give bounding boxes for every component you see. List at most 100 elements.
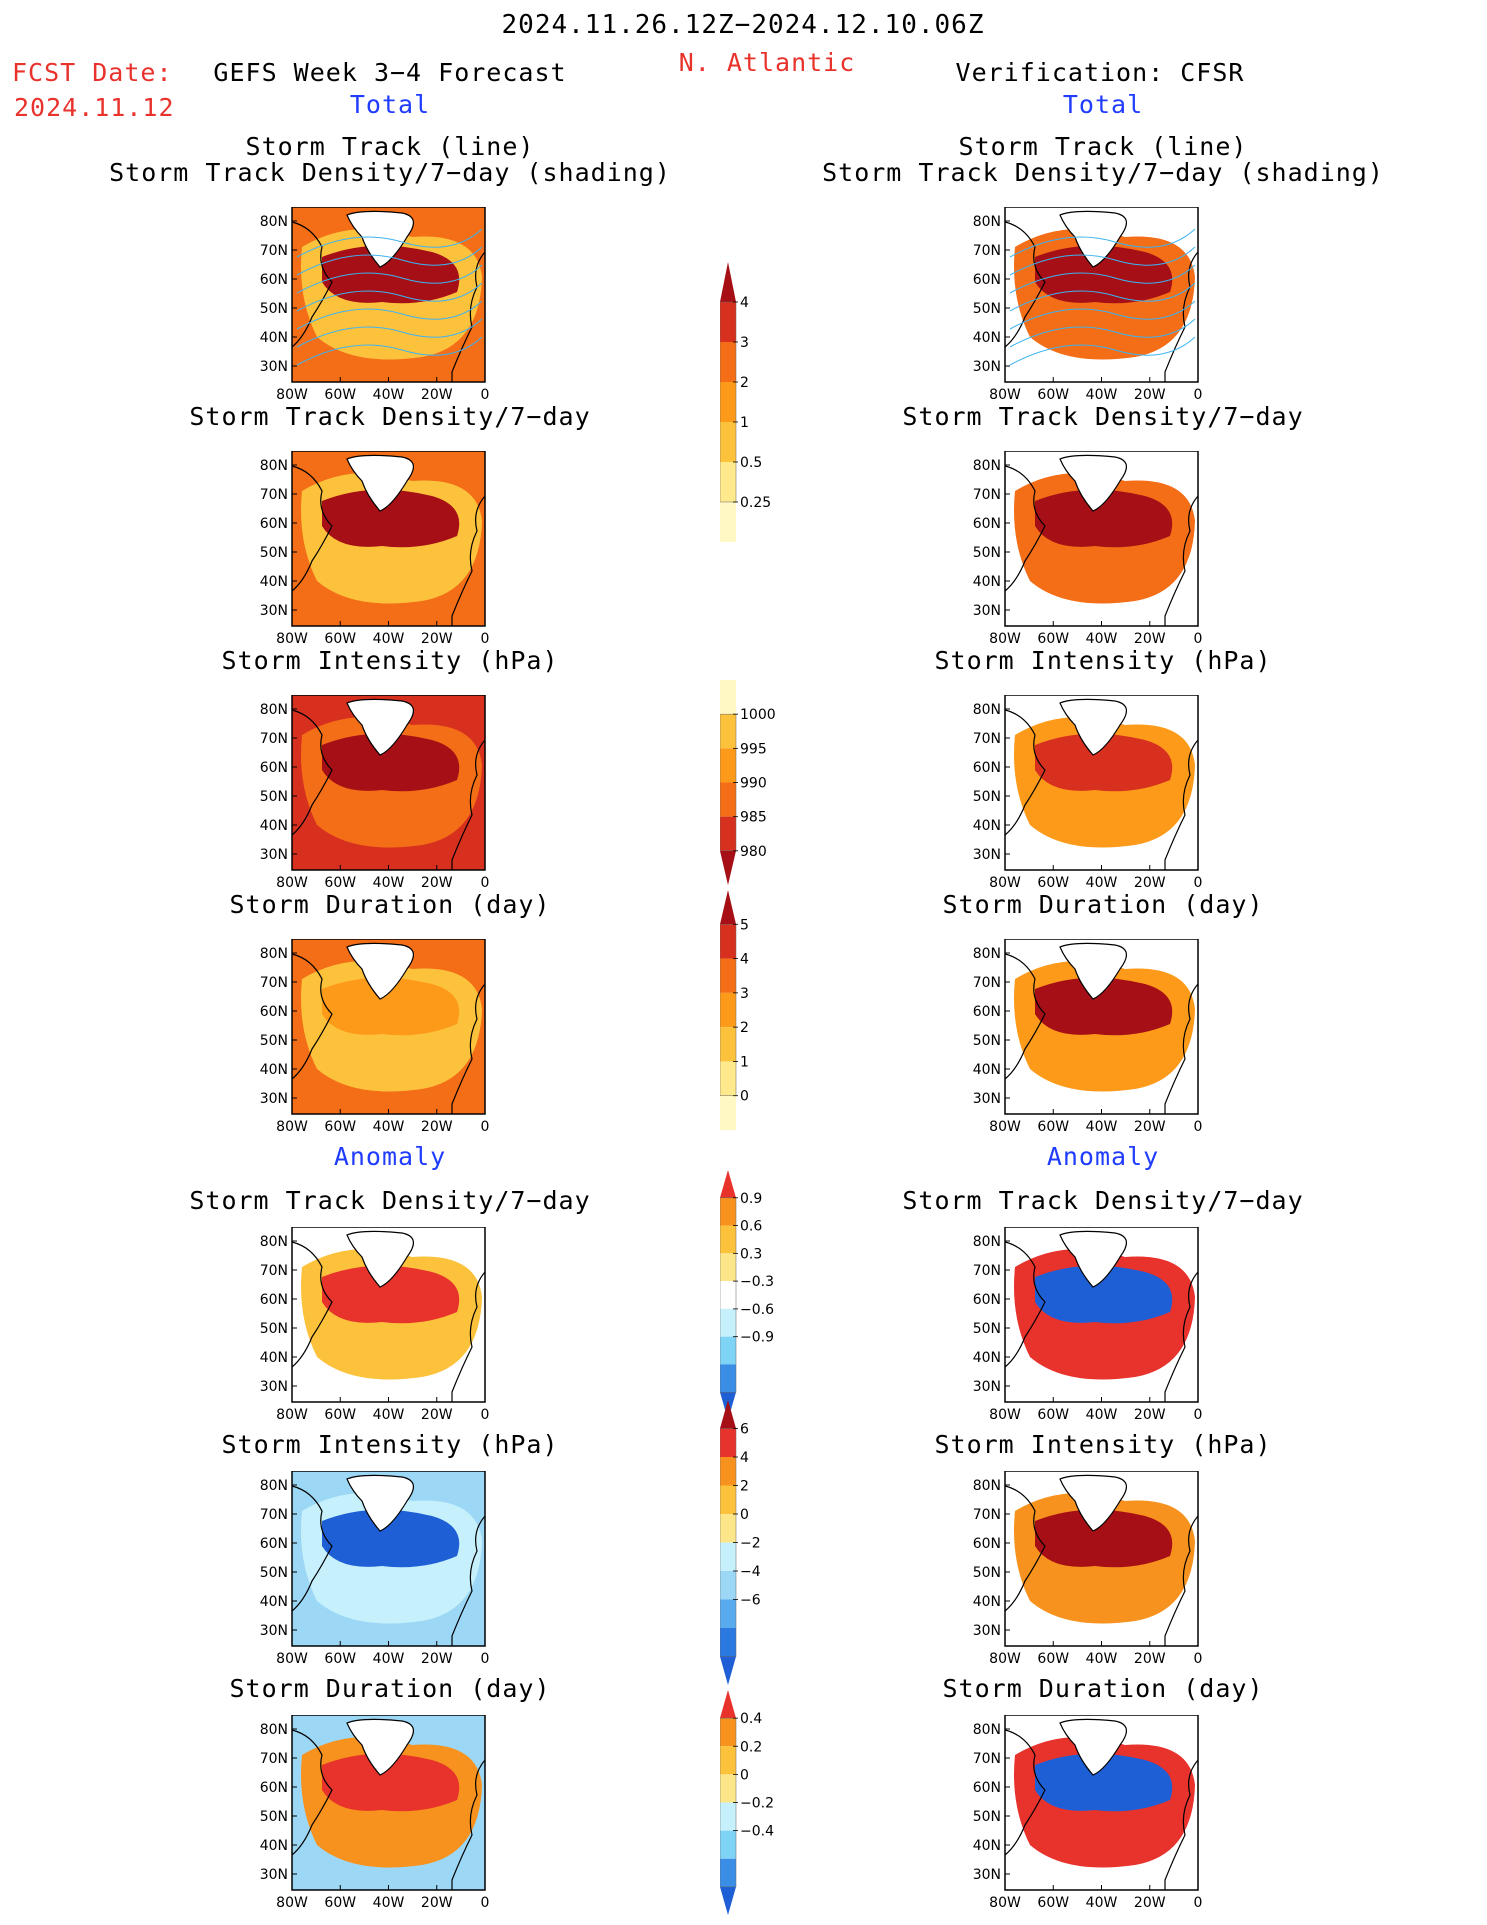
colorbar-label: 2 (740, 375, 749, 391)
colorbar-label: 1 (740, 415, 749, 431)
colorbar-swatch (720, 816, 736, 851)
europe-africa-coast (1164, 1759, 1199, 1890)
lat-tick-label: 30N (973, 1091, 1001, 1107)
colorbar-swatch (720, 1253, 736, 1282)
shading-inner (322, 489, 460, 548)
greenland-outline (346, 454, 414, 512)
shading-inner (1035, 977, 1173, 1036)
map-panel-left-2: 80N 70N 60N 50N 40N 30N 80W 60W 40W 20W 0 (250, 451, 503, 656)
storm-track-line (1009, 300, 1196, 330)
lon-tick-label: 40W (1086, 631, 1118, 647)
anom-density-title-left: Storm Track Density/7−day (189, 1186, 591, 1215)
lat-tick-label: 40N (973, 1350, 1001, 1366)
lat-tick-label: 50N (973, 545, 1001, 561)
map-panel-left-7: 80N 70N 60N 50N 40N 30N 80W 60W 40W 20W 0 (250, 1715, 503, 1920)
europe-africa-coast (451, 1515, 486, 1646)
lat-tick-label: 60N (973, 1004, 1001, 1020)
colorbar-density-anom: 0.9 0.6 0.3 −0.3 −0.6 −0.9 (719, 1170, 780, 1420)
colorbar-label: 3 (740, 335, 749, 351)
colorbar-swatch (720, 714, 736, 749)
map-svg: 80N 70N 60N 50N 40N 30N 80W 60W 40W 20W 0 (260, 451, 489, 647)
colorbar-label: −0.2 (740, 1796, 774, 1812)
lon-tick-label: 0 (1194, 875, 1203, 891)
colorbar-swatch (720, 1830, 736, 1859)
map-svg: 80N 70N 60N 50N 40N 30N 80W 60W 40W 20W 0 (973, 939, 1202, 1135)
lat-tick-label: 30N (260, 847, 288, 863)
fcst-date-value: 2024.11.12 (14, 93, 175, 122)
europe-africa-coast (1164, 1515, 1199, 1646)
lat-tick-label: 30N (260, 1091, 288, 1107)
map-svg: 80N 70N 60N 50N 40N 30N 80W 60W 40W 20W 0 (973, 1227, 1202, 1423)
storm-track-line-title-left: Storm Track (line) (245, 132, 535, 161)
lon-tick-label: 60W (324, 1407, 356, 1423)
lon-tick-label: 60W (1037, 1895, 1069, 1911)
colorbar-swatch (720, 262, 736, 302)
colorbar-label: 0.25 (740, 495, 771, 511)
lat-tick-label: 50N (260, 1565, 288, 1581)
lat-tick-label: 30N (260, 603, 288, 619)
lat-tick-label: 70N (260, 975, 288, 991)
lat-tick-label: 60N (973, 1780, 1001, 1796)
lon-tick-label: 80W (276, 875, 308, 891)
lat-tick-label: 70N (973, 1263, 1001, 1279)
colorbar-label: 3 (740, 986, 749, 1002)
lat-tick-label: 70N (260, 243, 288, 259)
colorbar-label: 5 (740, 917, 749, 933)
lat-tick-label: 70N (260, 487, 288, 503)
shading-inner (1035, 1265, 1173, 1324)
lon-tick-label: 60W (1037, 1651, 1069, 1667)
colorbar-swatch (720, 1886, 736, 1915)
lon-tick-label: 80W (989, 631, 1021, 647)
lon-tick-label: 20W (421, 875, 453, 891)
lat-tick-label: 30N (973, 1867, 1001, 1883)
colorbar-swatch (720, 1571, 736, 1600)
lat-tick-label: 30N (260, 1379, 288, 1395)
colorbar-swatch (720, 782, 736, 817)
lat-tick-label: 80N (260, 1234, 288, 1250)
shading-inner (322, 733, 460, 792)
colorbar-label: 0.5 (740, 455, 762, 471)
north-america-coast (291, 465, 333, 592)
greenland-outline (1059, 942, 1127, 1000)
lat-tick-label: 80N (260, 458, 288, 474)
colorbar-swatch (720, 890, 736, 925)
greenland-outline (346, 942, 414, 1000)
anom-density-title-right: Storm Track Density/7−day (902, 1186, 1304, 1215)
colorbar-swatch (720, 1225, 736, 1254)
lat-tick-label: 60N (260, 1004, 288, 1020)
lat-tick-label: 30N (260, 359, 288, 375)
lon-tick-label: 20W (1134, 631, 1166, 647)
colorbar-swatch (720, 1281, 736, 1309)
anom-intensity-title-right: Storm Intensity (hPa) (934, 1430, 1272, 1459)
greenland-outline (1059, 1474, 1127, 1532)
colorbar-swatch (720, 1514, 736, 1543)
lon-tick-label: 40W (1086, 1407, 1118, 1423)
lat-tick-label: 80N (973, 1234, 1001, 1250)
verification-title: Verification: CFSR (955, 58, 1245, 87)
lon-tick-label: 0 (1194, 631, 1203, 647)
lat-tick-label: 50N (260, 1809, 288, 1825)
lon-tick-label: 60W (1037, 631, 1069, 647)
colorbar-swatch (720, 1061, 736, 1096)
lon-tick-label: 80W (276, 1651, 308, 1667)
lon-tick-label: 40W (373, 1651, 405, 1667)
lon-tick-label: 20W (1134, 875, 1166, 891)
lat-tick-label: 80N (260, 214, 288, 230)
intensity-title-right: Storm Intensity (hPa) (934, 646, 1272, 675)
europe-africa-coast (451, 495, 486, 626)
lat-tick-label: 50N (973, 1033, 1001, 1049)
lat-tick-label: 40N (260, 330, 288, 346)
lat-tick-label: 60N (260, 1536, 288, 1552)
lat-tick-label: 70N (260, 1751, 288, 1767)
lon-tick-label: 20W (1134, 387, 1166, 403)
lat-tick-label: 40N (260, 1838, 288, 1854)
lat-tick-label: 30N (973, 603, 1001, 619)
density-title-left: Storm Track Density/7−day (189, 402, 591, 431)
shading-inner (322, 1509, 460, 1568)
greenland-outline (1059, 1718, 1127, 1776)
lat-tick-label: 50N (260, 1033, 288, 1049)
colorbar-label: 990 (740, 776, 767, 792)
greenland-outline (1059, 210, 1127, 268)
lon-tick-label: 60W (1037, 875, 1069, 891)
colorbar-swatch (720, 1095, 736, 1130)
